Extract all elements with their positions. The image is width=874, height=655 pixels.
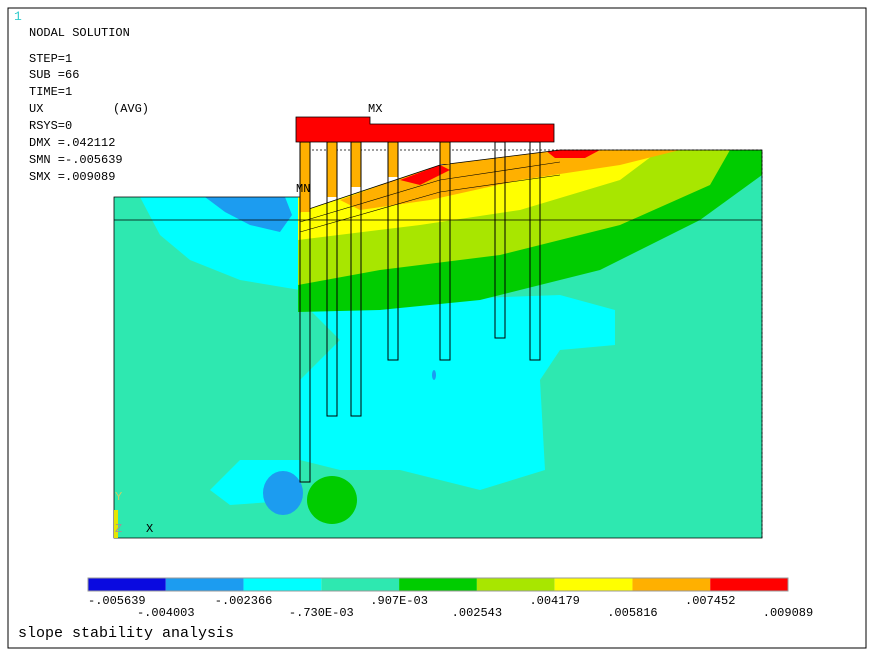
info-line: UX (29, 102, 43, 116)
min-marker: MN (296, 182, 310, 196)
pile-top (327, 142, 337, 197)
legend-label: -.005639 (88, 594, 146, 608)
info-line: STEP=1 (29, 52, 72, 66)
max-marker: MX (368, 102, 382, 116)
triad-x: X (146, 522, 153, 536)
triad-z: Z (115, 522, 122, 536)
legend-swatch (554, 578, 633, 591)
pile-top (388, 142, 398, 177)
info-line: SMN =-.005639 (29, 153, 123, 167)
info-line: (AVG) (113, 102, 149, 116)
info-line: RSYS=0 (29, 119, 72, 133)
contour-region (340, 150, 680, 210)
contour-region (400, 165, 450, 185)
contour-region (545, 150, 600, 158)
contour-region (205, 197, 292, 232)
legend-label: -.730E-03 (289, 606, 354, 620)
legend-swatch (632, 578, 711, 591)
info-line: SUB =66 (29, 68, 79, 82)
legend-label: .007452 (685, 594, 735, 608)
contour-region (263, 471, 303, 515)
pile-top (440, 142, 450, 164)
contour-region (432, 370, 436, 380)
legend-label: -.002366 (215, 594, 273, 608)
legend-label: -.004003 (137, 606, 195, 620)
model-edge (300, 149, 763, 538)
legend-swatch (399, 578, 477, 591)
triad-y: Y (115, 490, 122, 504)
info-line: TIME=1 (29, 85, 72, 99)
contour-plot (114, 150, 762, 538)
legend-label: .005816 (607, 606, 657, 620)
contour-region (307, 476, 357, 524)
legend-label: .009089 (763, 606, 813, 620)
pile-top (300, 142, 310, 212)
legend-label: .907E-03 (370, 594, 428, 608)
info-block: NODAL SOLUTION STEP=1 SUB =66 TIME=1 UX (AVG)… (29, 26, 149, 184)
legend-swatch (710, 578, 788, 591)
triad-mark (114, 510, 118, 538)
legend-border (87, 577, 789, 592)
legend-swatch (321, 578, 400, 591)
info-line: DMX =.042112 (29, 136, 115, 150)
legend: -.005639-.004003 -.002366 -.730E-03 .907E-0… (87, 577, 813, 620)
legend-swatch (165, 578, 244, 591)
pile-top (351, 142, 361, 187)
legend-label: .002543 (452, 606, 502, 620)
info-line: SMX =.009089 (29, 170, 115, 184)
info-line: NODAL SOLUTION (29, 26, 130, 40)
legend-swatch (88, 578, 166, 591)
legend-swatch (243, 578, 322, 591)
contour-region (210, 295, 615, 505)
window-number: 1 (14, 9, 22, 24)
footer-title: slope stability analysis (18, 625, 234, 642)
pile-cap (295, 116, 555, 143)
legend-label: .004179 (529, 594, 579, 608)
legend-swatch (476, 578, 555, 591)
